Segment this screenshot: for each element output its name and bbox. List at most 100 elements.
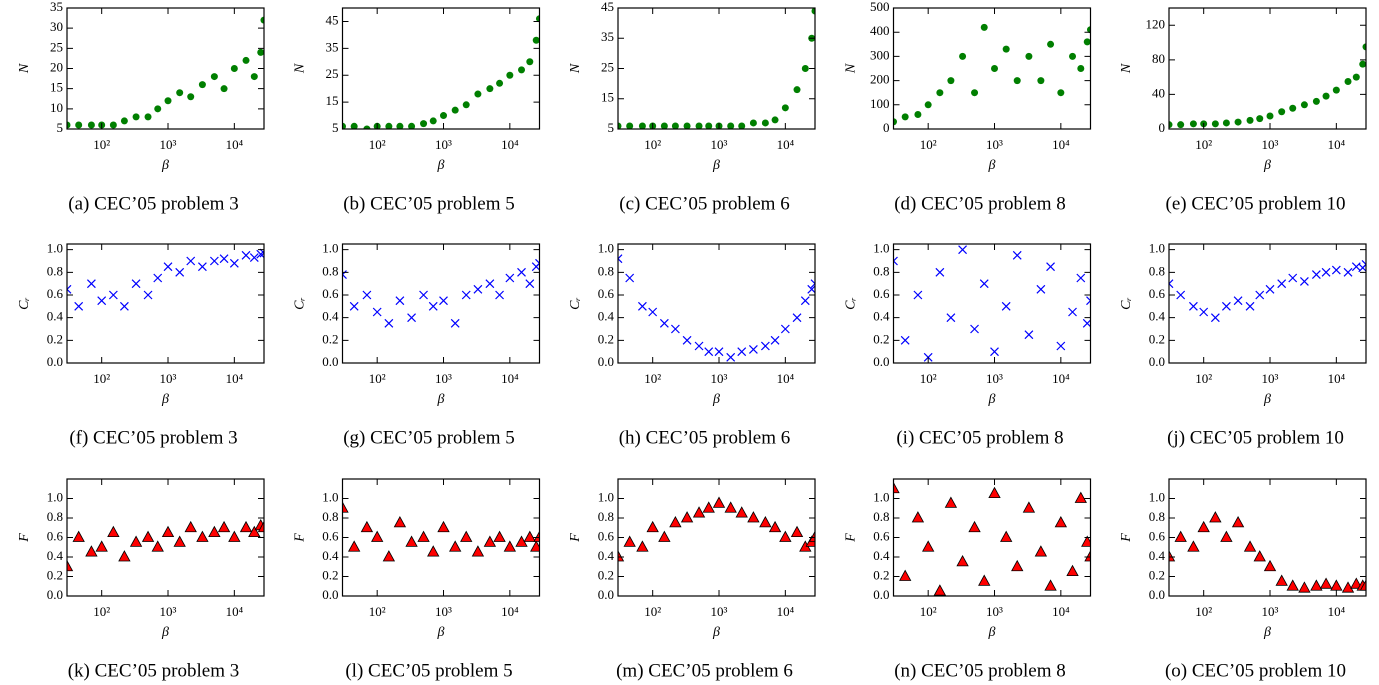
caption: (c) CEC’05 problem 6 xyxy=(619,193,789,214)
subplot: 10² 10³ 10⁴ 0 40 80 120 β N (e) CEC’05 problem 10 xyxy=(1119,7,1367,214)
point xyxy=(935,267,945,277)
x-tick-label: 10² xyxy=(369,371,386,386)
point xyxy=(1086,296,1091,306)
point xyxy=(637,301,647,311)
y-tick-label: 20 xyxy=(50,59,63,74)
point xyxy=(230,65,238,72)
point xyxy=(792,313,802,323)
point xyxy=(913,290,923,300)
point xyxy=(384,318,394,328)
x-tick-label: 10² xyxy=(93,371,110,386)
y-tick-label: 0.6 xyxy=(873,528,890,543)
point xyxy=(990,347,999,357)
point xyxy=(460,530,473,542)
y-tick-label: 0.8 xyxy=(598,263,614,278)
point xyxy=(533,530,540,542)
y-tick-label: 1.0 xyxy=(598,489,614,504)
point xyxy=(724,501,737,513)
y-tick-label: 1.0 xyxy=(873,489,889,504)
point xyxy=(1277,279,1287,289)
x-tick-label: 10² xyxy=(920,137,937,152)
y-tick-label: 5 xyxy=(57,120,64,135)
point xyxy=(669,516,682,528)
points xyxy=(618,254,815,362)
x-tick-label: 10³ xyxy=(435,137,452,152)
y-tick-label: 0.6 xyxy=(322,528,339,543)
point xyxy=(184,520,197,533)
point xyxy=(217,520,231,533)
point xyxy=(363,125,371,129)
point xyxy=(1266,112,1274,120)
x-tick-label: 10² xyxy=(93,604,110,619)
y-axis-label: F xyxy=(844,533,859,543)
point xyxy=(1265,284,1275,294)
point xyxy=(129,535,143,547)
y-tick-label: 400 xyxy=(870,23,890,38)
y-tick-label: 30 xyxy=(50,19,63,34)
point xyxy=(451,106,459,114)
caption: (j) CEC’05 problem 10 xyxy=(1167,427,1344,448)
point xyxy=(1300,101,1308,109)
subplot: 10² 10³ 10⁴ 0.0 0.2 0.4 0.6 0.8 1.0 β Cᵣ (f) CEC’05… xyxy=(17,241,265,448)
point xyxy=(901,113,909,121)
point xyxy=(1298,581,1311,593)
point xyxy=(109,121,117,129)
point xyxy=(1174,530,1187,542)
point xyxy=(1233,296,1243,306)
point xyxy=(893,118,897,126)
point xyxy=(911,511,925,523)
point xyxy=(164,97,172,105)
point xyxy=(781,104,789,112)
point xyxy=(144,113,152,121)
point xyxy=(924,101,932,109)
points xyxy=(893,481,1091,596)
axes-frame xyxy=(617,243,816,364)
point xyxy=(712,496,726,508)
x-axis-label: β xyxy=(1263,392,1271,407)
point xyxy=(618,122,622,129)
x-axis-label: β xyxy=(437,158,445,173)
point xyxy=(1256,115,1264,123)
point xyxy=(933,584,947,596)
point xyxy=(692,506,706,518)
point xyxy=(208,525,221,538)
point xyxy=(1310,579,1323,591)
point xyxy=(800,296,810,306)
point xyxy=(704,347,714,357)
point xyxy=(1311,270,1321,280)
points xyxy=(342,501,540,562)
y-tick-label: 0.0 xyxy=(1149,354,1165,369)
point xyxy=(695,122,703,129)
y-tick-label: 1.0 xyxy=(47,489,63,504)
point xyxy=(385,122,393,129)
y-tick-label: 0.0 xyxy=(598,587,614,602)
point xyxy=(405,535,418,547)
y-tick-label: 25 xyxy=(50,39,63,54)
x-axis-label: β xyxy=(988,625,996,640)
point xyxy=(154,105,162,113)
point xyxy=(694,341,704,351)
point xyxy=(900,335,910,345)
y-axis-label: N xyxy=(17,63,32,74)
point xyxy=(780,324,790,334)
point xyxy=(1350,577,1363,589)
y-tick-label: 0.0 xyxy=(873,587,889,602)
y-tick-label: 45 xyxy=(601,0,614,14)
point xyxy=(396,122,404,129)
point xyxy=(1187,540,1200,552)
point xyxy=(1012,250,1022,260)
point xyxy=(241,250,251,260)
y-tick-label: 35 xyxy=(326,39,339,54)
x-tick-label: 10⁴ xyxy=(226,604,244,619)
axes-frame xyxy=(341,478,541,597)
y-tick-label: 15 xyxy=(50,80,63,95)
point xyxy=(485,279,495,289)
y-tick-label: 35 xyxy=(50,0,63,14)
point xyxy=(899,569,912,581)
y-tick-label: 0.2 xyxy=(1149,331,1165,346)
x-axis-label: β xyxy=(1263,625,1271,640)
point xyxy=(1047,40,1055,48)
caption: (f) CEC’05 problem 3 xyxy=(69,427,237,448)
point xyxy=(1056,341,1066,351)
y-tick-label: 0.2 xyxy=(873,567,889,582)
